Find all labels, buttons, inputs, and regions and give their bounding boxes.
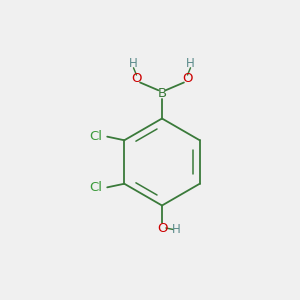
Text: O: O	[182, 72, 193, 86]
Text: H: H	[186, 57, 195, 70]
Text: B: B	[158, 87, 166, 101]
Text: Cl: Cl	[89, 181, 102, 194]
Text: Cl: Cl	[89, 130, 102, 143]
Text: H: H	[172, 223, 181, 236]
Text: O: O	[131, 72, 142, 86]
Text: H: H	[129, 57, 138, 70]
Text: O: O	[157, 221, 167, 235]
